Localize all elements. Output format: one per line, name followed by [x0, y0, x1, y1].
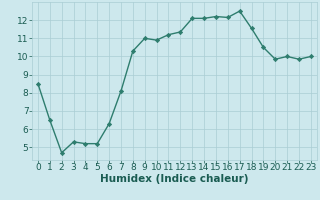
X-axis label: Humidex (Indice chaleur): Humidex (Indice chaleur): [100, 174, 249, 184]
